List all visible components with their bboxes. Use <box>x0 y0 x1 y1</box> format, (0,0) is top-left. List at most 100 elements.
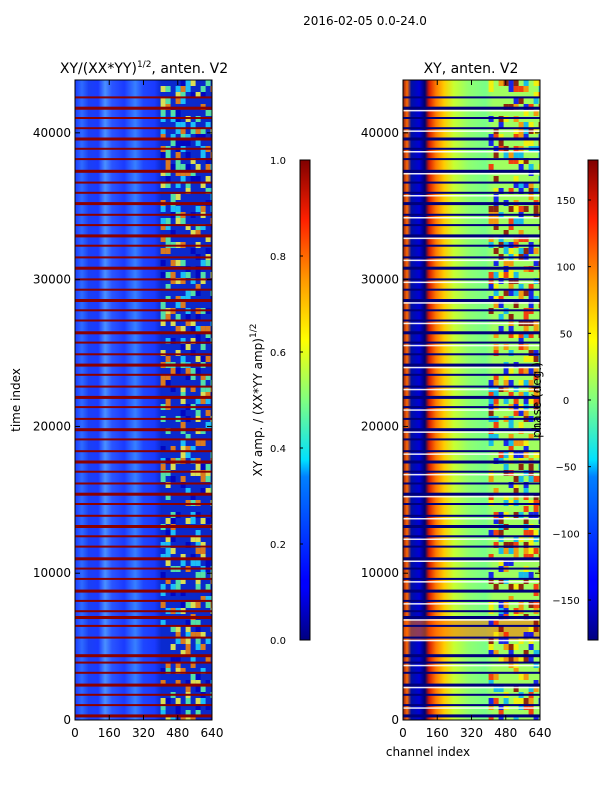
rfi-cell <box>528 182 534 188</box>
gap-row <box>403 545 540 548</box>
rfi-cell <box>513 218 519 224</box>
rfi-cell <box>538 698 540 704</box>
rfi-cell <box>538 152 540 158</box>
rfi-cell <box>190 470 196 476</box>
rfi-cell <box>508 158 514 164</box>
rfi-cell <box>538 650 540 656</box>
rfi-cell <box>498 134 504 140</box>
rfi-cell <box>523 542 529 548</box>
rfi-cell <box>200 518 206 524</box>
rfi-cell <box>190 122 196 128</box>
gap-row <box>403 191 540 194</box>
rfi-cell <box>518 284 524 290</box>
rfi-cell <box>200 392 206 398</box>
rfi-cell <box>165 224 171 230</box>
rfi-cell <box>170 368 176 374</box>
rfi-cell <box>513 80 519 86</box>
rfi-cell <box>190 374 196 380</box>
rfi-cell <box>170 140 176 146</box>
rfi-cell <box>493 620 499 626</box>
rfi-cell <box>200 476 206 482</box>
rfi-cell <box>528 380 534 386</box>
rfi-cell <box>175 194 181 200</box>
rfi-cell <box>185 80 191 86</box>
rfi-cell <box>200 596 206 602</box>
x-tick-label: 0 <box>399 726 407 740</box>
rfi-cell <box>508 440 514 446</box>
gap-row <box>403 213 540 216</box>
gap-row <box>403 616 540 619</box>
colorbar-tick-label: 50 <box>560 329 573 340</box>
rfi-cell <box>533 248 539 254</box>
rfi-cell <box>170 164 176 170</box>
rfi-cell <box>180 134 186 140</box>
rfi-cell <box>180 170 186 176</box>
rfi-cell <box>523 134 529 140</box>
rfi-cell <box>180 176 186 182</box>
rfi-cell <box>523 674 529 680</box>
phase-x-ticks: 0 160 320 480 640 <box>399 80 551 740</box>
rfi-cell <box>498 710 504 716</box>
rfi-cell <box>533 620 539 626</box>
colorbar-tick-label: 0.0 <box>270 636 286 647</box>
rfi-cell <box>508 434 514 440</box>
gap-row <box>75 309 212 312</box>
rfi-cell <box>190 326 196 332</box>
rfi-cell <box>518 122 524 128</box>
rfi-cell <box>190 80 196 86</box>
rfi-cell <box>205 122 211 128</box>
rfi-cell <box>538 572 540 578</box>
gap-row <box>403 704 540 707</box>
gap-row <box>403 127 540 130</box>
rfi-cell <box>493 224 499 230</box>
rfi-cell <box>528 284 534 290</box>
rfi-cell <box>210 224 212 230</box>
rfi-cell <box>160 314 166 320</box>
rfi-cell <box>508 272 514 278</box>
gap-row-edge <box>403 151 540 153</box>
rfi-cell <box>493 206 499 212</box>
rfi-cell <box>533 206 539 212</box>
rfi-cell <box>175 698 181 704</box>
rfi-cell <box>205 602 211 608</box>
rfi-cell <box>170 530 176 536</box>
gap-row <box>403 557 540 561</box>
amplitude-x-ticks: 0 160 320 480 640 <box>71 80 223 740</box>
rfi-cell <box>508 206 514 212</box>
x-tick-label: 0 <box>71 726 79 740</box>
gap-row <box>403 589 540 593</box>
gap-row <box>403 567 540 570</box>
gap-row <box>403 158 540 161</box>
rfi-cell <box>533 398 539 404</box>
rfi-cell <box>185 272 191 278</box>
rfi-cell <box>488 206 494 212</box>
rfi-cell <box>170 590 176 596</box>
rfi-cell <box>210 602 212 608</box>
rfi-cell <box>538 134 540 140</box>
gap-row-edge <box>403 237 540 240</box>
rfi-cell <box>190 560 196 566</box>
gap-row <box>75 535 212 538</box>
rfi-cell <box>493 194 499 200</box>
rfi-cell <box>503 644 509 650</box>
rfi-cell <box>210 392 212 398</box>
gap-row <box>75 438 212 441</box>
rfi-cell <box>528 698 534 704</box>
rfi-cell <box>503 152 509 158</box>
rfi-cell <box>175 182 181 188</box>
rfi-cell <box>200 554 206 560</box>
phase-title: XY, anten. V2 <box>424 61 519 77</box>
gap-row <box>403 278 540 281</box>
rfi-cell <box>185 224 191 230</box>
amplitude-colorbar-frame <box>299 159 311 641</box>
rfi-cell <box>518 380 524 386</box>
rfi-cell <box>205 560 211 566</box>
rfi-cell <box>160 134 166 140</box>
rfi-cell <box>185 542 191 548</box>
rfi-cell <box>160 572 166 578</box>
rfi-cell <box>190 554 196 560</box>
rfi-cell <box>170 518 176 524</box>
gap-row <box>75 331 212 335</box>
rfi-cell <box>498 656 504 662</box>
rfi-cell <box>190 716 196 720</box>
